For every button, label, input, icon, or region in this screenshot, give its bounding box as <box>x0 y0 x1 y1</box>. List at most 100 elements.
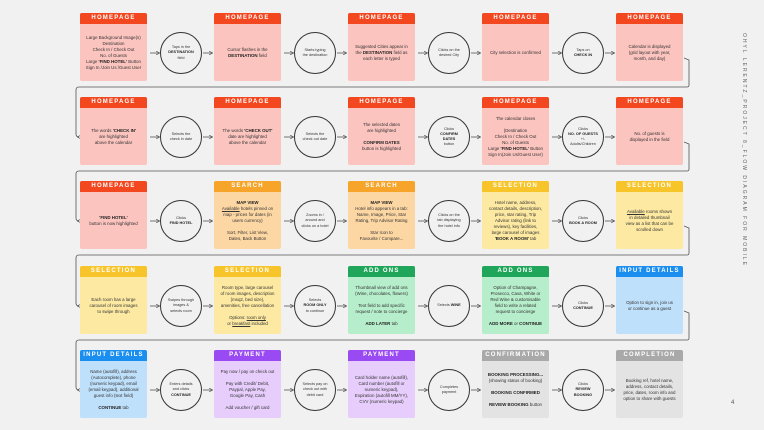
text-segment: 'CHECK IN' <box>112 127 137 133</box>
text-line: Clicks <box>577 300 589 305</box>
text-line: Room type, large carousel <box>221 284 274 290</box>
card-body: Room type, large carousel of room images,… <box>214 277 281 334</box>
text-segment: DESTINATION <box>228 52 258 58</box>
card-header: HOMEPAGE <box>616 13 683 24</box>
text-line: The words 'CHECK IN' <box>91 128 136 134</box>
screen-card-confirmation: CONFIRMATION BOOKING PROCESSING... (showin… <box>482 350 549 418</box>
screen-card-homepage: HOMEPAGE Suggested Cities appear in the DE… <box>348 13 415 81</box>
text-line: No. of Guests <box>100 52 127 58</box>
text-line: selects room <box>170 308 192 313</box>
text-segment: or <box>512 320 520 326</box>
text-segment: Large <box>488 145 501 151</box>
text-line: Selects <box>308 298 322 303</box>
card-body: MAP VIEW Hotel info appears in a tab: Name… <box>348 192 415 249</box>
user-action-node: Completes payment <box>428 369 470 411</box>
text-line: check out with <box>302 387 328 392</box>
user-action-node: Taps in the DESTINATION field <box>160 32 202 74</box>
text-line: debit card <box>306 392 324 397</box>
text-line: MAP VIEW <box>370 200 392 206</box>
screen-card-payment: PAYMENT Card holder name (autofill), Card … <box>348 350 415 418</box>
text-line: Selects the <box>171 131 191 136</box>
text-line: price, dates, room info and <box>623 389 676 395</box>
text-line: request / note to concierge <box>355 308 408 314</box>
user-action-node: Selects the check out date <box>294 116 336 158</box>
text-segment: Large <box>86 58 99 64</box>
text-line: tab displaying <box>437 218 461 223</box>
text-line: (grid layout with year, <box>628 49 671 55</box>
card-header: COMPLETION <box>616 350 683 361</box>
text-segment: ADD LATER <box>365 320 391 326</box>
text-line: price, star rating, Trip <box>494 211 537 217</box>
text-line: (Destination <box>503 127 528 133</box>
text-line: (Wine, chocolates, flowers) <box>355 290 408 296</box>
page-number: 4 <box>731 400 735 406</box>
text-line: images & <box>173 303 189 308</box>
text-line: to continue <box>305 308 325 313</box>
text-line: address, contact details, <box>625 383 674 389</box>
user-action-node: Taps on CHECK IN <box>562 32 604 74</box>
text-line: Sign In(Join Us/Guest User) <box>488 151 543 157</box>
text-segment: FIND HOTEL <box>169 221 193 225</box>
text-segment: BOOKING <box>573 392 593 397</box>
user-action-node: Selects pay on check out with debit card <box>294 369 336 411</box>
text-line: Zooms in / <box>306 213 324 218</box>
card-body: City selection is confirmed <box>482 24 549 81</box>
screen-card-selection: SELECTION Available rooms shown in detaile… <box>616 181 683 249</box>
screen-card-homepage: HOMEPAGE The words 'CHECK OUT' date are hi… <box>214 97 281 165</box>
card-body: Hotel name, address, contact details, des… <box>482 192 549 249</box>
text-line: Pay now / pay on check out <box>220 368 275 374</box>
text-line: CONTINUE <box>573 306 593 311</box>
text-line: Suggested Cities appear in <box>355 43 408 49</box>
card-header: HOMEPAGE <box>80 181 147 192</box>
text-line: (Autocomplete), phone <box>91 374 136 380</box>
text-segment: hotels pinned on <box>239 205 274 211</box>
screen-card-add-ons: ADD ONS Thumbnail view of add ons (Wine, c… <box>348 266 415 334</box>
text-segment: Button <box>126 58 141 64</box>
text-line: Options: room only <box>229 315 266 321</box>
text-line: Pay with Credit/ Debit, <box>225 380 270 386</box>
text-line: CHECK IN <box>574 53 592 58</box>
text-line: (msq2, bed size), <box>230 296 265 302</box>
text-line: each letter is typed <box>363 55 400 61</box>
text-line: Taps on <box>576 47 590 52</box>
text-line: Clicks <box>443 126 455 131</box>
user-action-node: Clicks CONTINUE <box>562 285 604 327</box>
user-action-node: Clicks on the tab displaying the hotel inf… <box>428 200 470 242</box>
text-line: Card holder name (autofill), <box>354 374 409 380</box>
card-header: HOMEPAGE <box>214 97 281 108</box>
text-line: Clicks <box>577 215 589 220</box>
text-line: request to concierge <box>495 308 536 314</box>
card-body: The selected dates are highlighted CONFIRM… <box>348 108 415 165</box>
text-line: The selected dates <box>362 121 401 127</box>
card-header: CONFIRMATION <box>482 350 549 361</box>
text-line: and clicks <box>172 387 190 392</box>
card-body: The words 'CHECK IN' are highlighted above… <box>80 108 147 165</box>
text-line: to swipe through <box>97 308 130 314</box>
text-line: NO. OF GUESTS <box>568 132 598 137</box>
card-body: Each room has a large carousel of room im… <box>80 277 147 334</box>
text-line: around and <box>305 218 325 223</box>
text-line: Clicks <box>577 382 589 387</box>
text-line: Add voucher / gift card <box>225 404 270 410</box>
text-line: contact details, description, <box>489 205 542 211</box>
row-connector <box>75 57 690 137</box>
text-line: are highlighted <box>99 133 128 139</box>
screen-card-selection: SELECTION Hotel name, address, contact det… <box>482 181 549 249</box>
text-line: Booking ref, hotel name, <box>625 377 674 383</box>
text-segment: rooms shown <box>644 208 673 214</box>
text-segment: Button <box>528 145 543 151</box>
screen-card-completion: COMPLETION Booking ref, hotel name, addres… <box>616 350 683 418</box>
text-segment: BOOKING PROCESSING... <box>487 371 544 377</box>
row-connector <box>75 310 690 390</box>
card-header: ADD ONS <box>482 266 549 277</box>
text-line: Star Icon to <box>370 229 393 235</box>
card-header: HOMEPAGE <box>482 97 549 108</box>
text-line: field <box>177 55 185 60</box>
text-line: Dates, Back Button <box>228 235 267 241</box>
user-action-node: Starts typing the destination <box>294 32 336 74</box>
text-line: Sort, Filter, List View, <box>227 229 268 235</box>
text-line: Hotel info appears in a tab: <box>355 205 408 211</box>
card-body: Calendar is displayed (grid layout with y… <box>616 24 683 81</box>
text-line: or continue as a guest <box>627 305 672 311</box>
